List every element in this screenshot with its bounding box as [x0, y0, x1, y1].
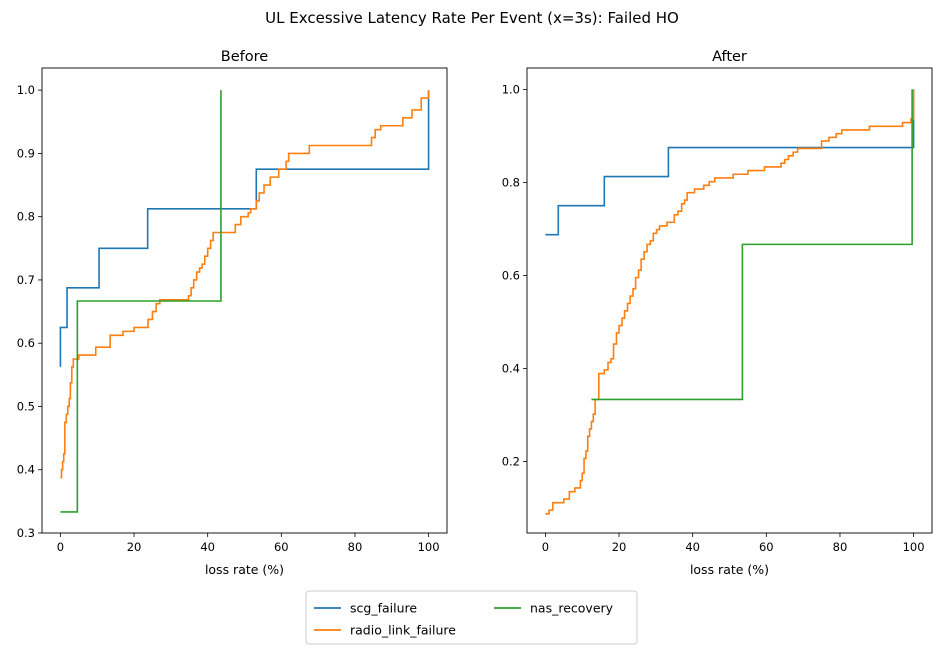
x-tick-label: 60 — [759, 540, 774, 554]
legend-label: radio_link_failure — [350, 623, 456, 638]
series-line-nas_recovery — [591, 89, 913, 401]
legend-box — [305, 590, 638, 645]
legend-item-nas_recovery: nas_recovery — [494, 601, 614, 616]
x-tick-label: 40 — [685, 540, 700, 554]
axes-frame — [41, 67, 448, 534]
x-tick-label: 80 — [348, 540, 363, 554]
x-axis-label: loss rate (%) — [690, 562, 769, 577]
y-tick-label: 0.8 — [502, 175, 520, 189]
y-tick-label: 0.2 — [502, 454, 520, 468]
y-tick-label: 1.0 — [502, 82, 520, 96]
y-tick-label: 0.8 — [17, 210, 35, 224]
subplot-after: After 0 20 40 60 80 100 0.2 0.4 0.6 0.8 1.0 loss rat… — [502, 49, 933, 577]
x-tick-label: 0 — [57, 540, 64, 554]
series-line-scg_failure — [545, 89, 915, 236]
legend: scg_failure radio_link_failure nas_recover… — [305, 590, 638, 645]
y-tick-label: 0.7 — [17, 273, 35, 287]
x-tick-label: 0 — [542, 540, 549, 554]
y-tick-label: 0.4 — [17, 463, 35, 477]
series-group — [545, 89, 915, 515]
series-group — [59, 90, 430, 513]
legend-label: scg_failure — [350, 601, 417, 616]
x-tick-label: 20 — [127, 540, 142, 554]
legend-item-scg_failure: scg_failure — [314, 601, 417, 616]
x-tick-label: 60 — [274, 540, 289, 554]
y-tick-label: 0.6 — [17, 336, 35, 350]
y-tick-label: 0.5 — [17, 399, 35, 413]
subplot-before: Before 0 20 40 60 80 100 0.3 0.4 0.5 0.6 0.7 0.8 0.9 1… — [17, 49, 448, 577]
x-tick-label: 100 — [903, 540, 925, 554]
y-tick-label: 0.4 — [502, 361, 520, 375]
y-tick-label: 0.6 — [502, 268, 520, 282]
series-line-radio_link_failure — [545, 89, 915, 515]
series-line-radio_link_failure — [60, 90, 430, 479]
y-tick-label: 0.9 — [17, 146, 35, 160]
subplot-title: After — [712, 49, 747, 65]
figure-title: UL Excessive Latency Rate Per Event (x=3… — [265, 9, 679, 27]
x-tick-label: 40 — [200, 540, 215, 554]
legend-item-radio_link_failure: radio_link_failure — [314, 623, 456, 638]
axes-frame — [526, 67, 933, 534]
y-tick-label: 1.0 — [17, 83, 35, 97]
x-tick-label: 100 — [418, 540, 440, 554]
legend-label: nas_recovery — [530, 601, 614, 616]
subplot-title: Before — [221, 49, 268, 65]
y-tick-label: 0.3 — [17, 526, 35, 540]
x-tick-label: 20 — [612, 540, 627, 554]
x-axis-label: loss rate (%) — [205, 562, 284, 577]
subplots: Before 0 20 40 60 80 100 0.3 0.4 0.5 0.6 0.7 0.8 0.9 1… — [17, 49, 933, 577]
series-line-nas_recovery — [60, 90, 222, 513]
x-tick-label: 80 — [833, 540, 848, 554]
